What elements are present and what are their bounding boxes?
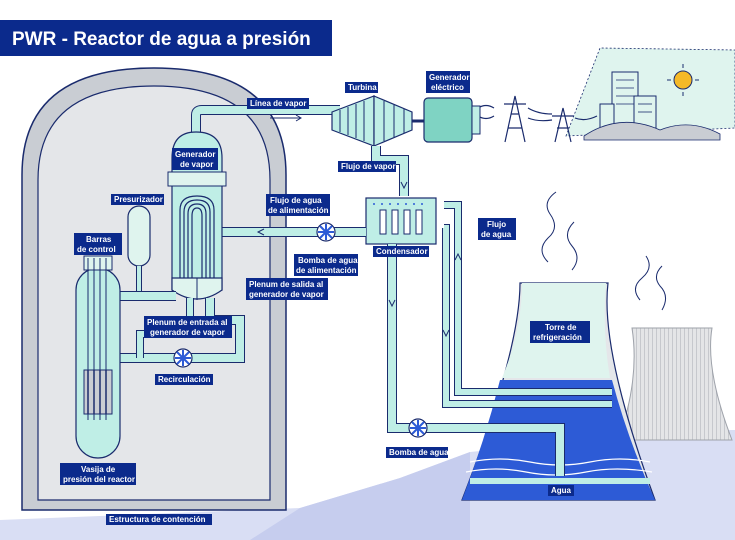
svg-text:Bomba de agua: Bomba de agua: [389, 448, 449, 457]
svg-text:Turbina: Turbina: [348, 83, 377, 92]
svg-text:de alimentación: de alimentación: [296, 266, 357, 275]
label-flujo-agua-alimentacion: Flujo de agua de alimentación: [266, 194, 330, 216]
diagram-labels: Línea de vapor Turbina Generador eléctri…: [60, 71, 590, 525]
turbine-exhaust-pipe: [371, 146, 409, 196]
recirculation-pump: [173, 348, 193, 368]
svg-text:Flujo de vapor: Flujo de vapor: [341, 162, 396, 171]
svg-text:Generador: Generador: [175, 150, 215, 159]
svg-text:de agua: de agua: [481, 230, 512, 239]
svg-text:generador de vapor: generador de vapor: [150, 328, 225, 337]
label-recirculacion: Recirculación: [155, 374, 213, 385]
svg-text:Estructura de contención: Estructura de contención: [109, 515, 206, 524]
feedwater-line: [222, 227, 366, 237]
sun-icon: [673, 70, 693, 90]
title-bar: PWR - Reactor de agua a presión: [0, 20, 332, 56]
label-bomba-alimentacion: Bomba de agua de alimentación: [294, 254, 358, 276]
page-title: PWR - Reactor de agua a presión: [12, 29, 311, 50]
label-flujo-agua: Flujo de agua: [478, 218, 516, 240]
electric-generator: [423, 97, 481, 143]
svg-text:Agua: Agua: [551, 486, 572, 495]
feedwater-pump: [316, 222, 336, 242]
svg-text:de control: de control: [77, 245, 116, 254]
label-plenum-salida: Plenum de salida al generador de vapor: [246, 278, 328, 300]
svg-text:Flujo de agua: Flujo de agua: [270, 196, 322, 205]
condenser: [365, 197, 437, 245]
svg-text:generador de vapor: generador de vapor: [249, 290, 324, 299]
label-turbina: Turbina: [345, 82, 378, 93]
svg-text:Línea de vapor: Línea de vapor: [250, 99, 306, 108]
transmission-towers: [477, 95, 598, 143]
label-agua: Agua: [548, 485, 574, 496]
label-flujo-vapor: Flujo de vapor: [338, 161, 396, 172]
label-linea-vapor: Línea de vapor: [247, 98, 309, 109]
label-torre-refrigeracion: Torre de refrigeración: [530, 321, 590, 343]
svg-text:Plenum de entrada al: Plenum de entrada al: [147, 318, 227, 327]
reactor-vessel: [75, 255, 121, 459]
steam-line: [191, 105, 340, 135]
label-barras-control: Barras de control: [74, 233, 122, 255]
svg-text:Vasija de: Vasija de: [81, 465, 116, 474]
label-vasija-presion: Vasija de presión del reactor: [60, 463, 136, 485]
label-plenum-entrada: Plenum de entrada al generador de vapor: [144, 316, 232, 338]
svg-text:de vapor: de vapor: [180, 160, 213, 169]
svg-text:refrigeración: refrigeración: [533, 333, 582, 342]
svg-text:presión del reactor: presión del reactor: [63, 475, 135, 484]
svg-text:Condensador: Condensador: [376, 247, 428, 256]
svg-text:Generador: Generador: [429, 73, 469, 82]
label-estructura-contencion: Estructura de contención: [106, 514, 212, 525]
svg-text:de alimentación: de alimentación: [268, 206, 329, 215]
svg-text:eléctrico: eléctrico: [431, 83, 464, 92]
turbine: [331, 95, 424, 147]
svg-text:Torre de: Torre de: [545, 323, 577, 332]
background-cooling-tower: [617, 255, 733, 441]
steam-generator: [167, 131, 227, 300]
label-generador-vapor: Generador de vapor: [172, 148, 218, 170]
city-scene: [565, 47, 735, 141]
water-pump: [408, 418, 428, 438]
svg-text:Bomba de agua: Bomba de agua: [298, 256, 358, 265]
svg-text:Flujo: Flujo: [487, 220, 506, 229]
svg-text:Barras: Barras: [86, 235, 112, 244]
svg-text:Recirculación: Recirculación: [158, 375, 211, 384]
svg-text:Plenum de salida al: Plenum de salida al: [249, 280, 323, 289]
label-generador-electrico: Generador eléctrico: [426, 71, 470, 93]
label-presurizador: Presurizador: [111, 194, 164, 205]
label-condensador: Condensador: [373, 246, 429, 257]
svg-text:Presurizador: Presurizador: [114, 195, 163, 204]
label-bomba-agua: Bomba de agua: [386, 447, 449, 458]
cooling-water-loop: [387, 201, 612, 476]
